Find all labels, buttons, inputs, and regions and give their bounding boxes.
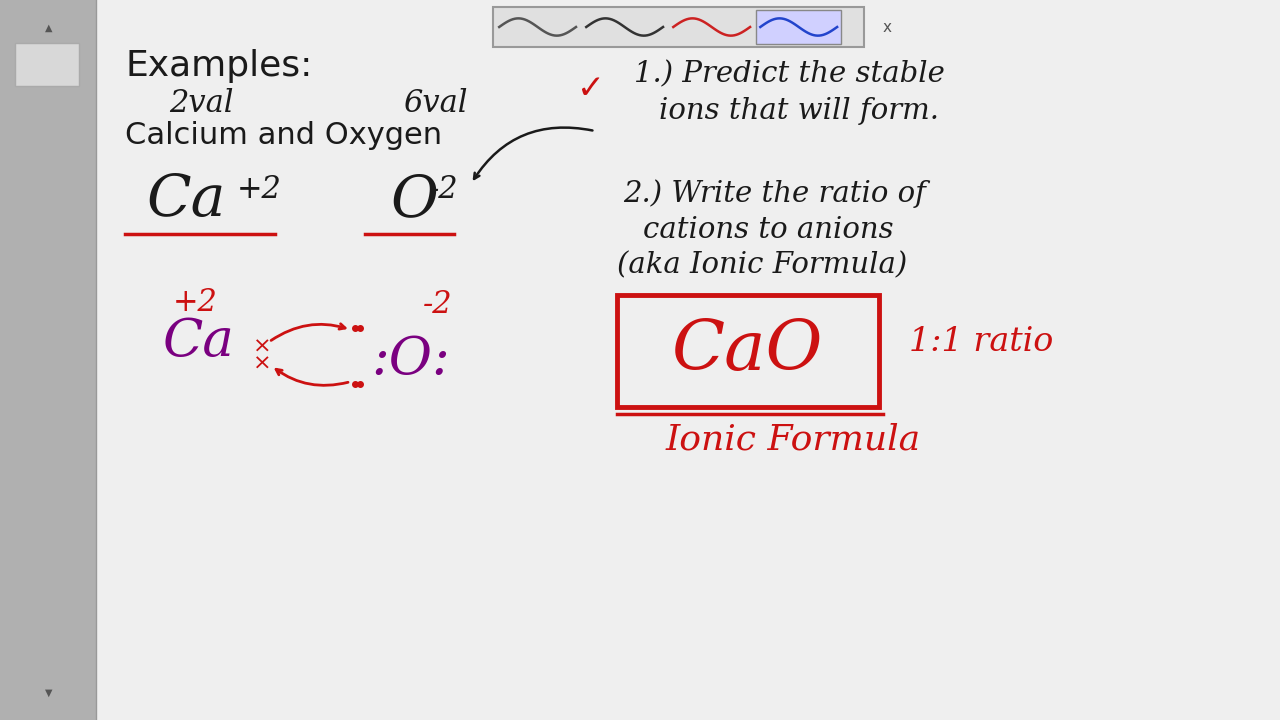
Text: 1:1 ratio: 1:1 ratio bbox=[909, 326, 1053, 359]
Text: cations to anions: cations to anions bbox=[643, 215, 893, 243]
Text: 6val: 6val bbox=[403, 88, 467, 119]
Bar bbox=[15, 43, 79, 86]
Text: Ca: Ca bbox=[163, 316, 234, 367]
Text: ×
×: × × bbox=[253, 336, 271, 374]
Text: CaO: CaO bbox=[672, 318, 823, 384]
Text: ions that will form.: ions that will form. bbox=[659, 96, 940, 125]
Bar bbox=[756, 10, 841, 44]
Text: Ca: Ca bbox=[147, 172, 227, 228]
Bar bbox=[617, 295, 879, 407]
Bar bbox=[493, 7, 864, 47]
Text: 2.) Write the ratio of: 2.) Write the ratio of bbox=[623, 179, 927, 207]
Text: -2: -2 bbox=[429, 174, 458, 205]
Text: 2val: 2val bbox=[169, 88, 233, 119]
Text: 1.) Predict the stable: 1.) Predict the stable bbox=[634, 60, 945, 89]
Text: Ionic Formula: Ionic Formula bbox=[666, 423, 920, 457]
Text: +2: +2 bbox=[237, 174, 282, 205]
Text: x: x bbox=[882, 19, 892, 35]
Text: Calcium and Oxygen: Calcium and Oxygen bbox=[125, 121, 443, 150]
Text: +2: +2 bbox=[173, 287, 218, 318]
Bar bbox=[0, 0, 96, 720]
Text: ▼: ▼ bbox=[45, 688, 52, 698]
Text: :O:: :O: bbox=[371, 334, 451, 385]
Text: ✓: ✓ bbox=[577, 72, 605, 105]
Text: (aka Ionic Formula): (aka Ionic Formula) bbox=[617, 251, 908, 279]
Text: ▲: ▲ bbox=[45, 22, 52, 32]
Text: -2: -2 bbox=[422, 289, 452, 320]
Text: O: O bbox=[390, 172, 438, 228]
Text: Examples:: Examples: bbox=[125, 49, 312, 83]
